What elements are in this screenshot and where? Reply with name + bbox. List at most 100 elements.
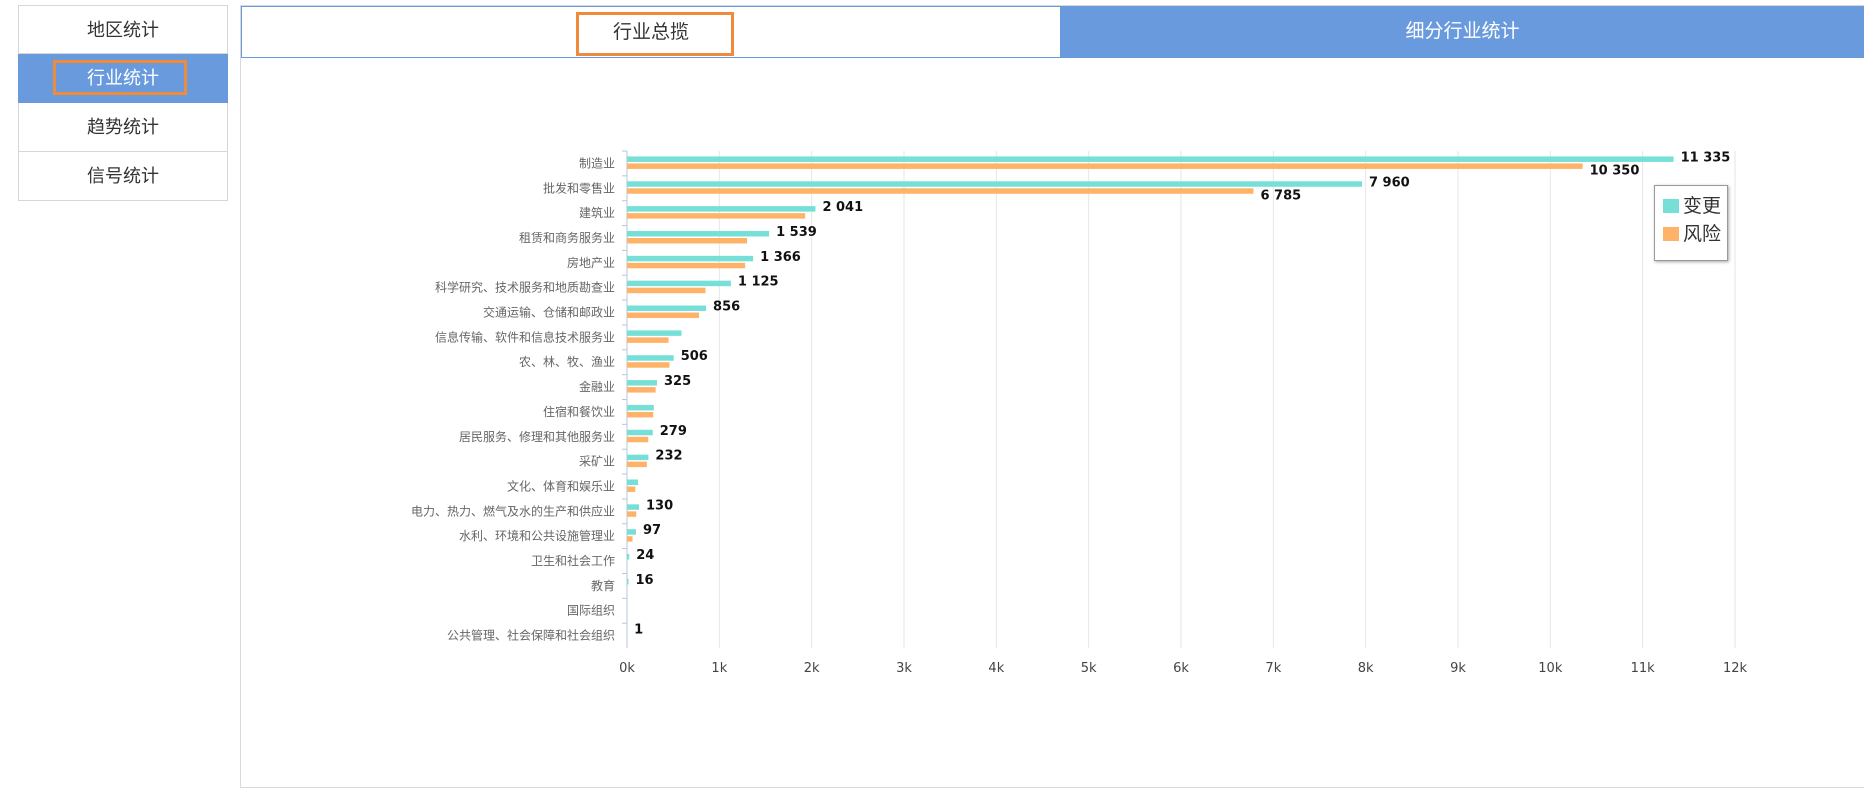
category-label: 卫生和社会工作: [531, 553, 615, 568]
data-label-change: 11 335: [1681, 150, 1731, 165]
x-tick-label: 4k: [988, 661, 1004, 676]
bar-change: [627, 529, 636, 535]
bar-risk: [627, 262, 746, 269]
category-label: 采矿业: [579, 455, 615, 469]
category-label: 水利、环境和公共设施管理业: [459, 528, 615, 543]
legend-item-risk[interactable]: 风险: [1663, 220, 1727, 248]
tab-industry-detail[interactable]: 细分行业统计: [1060, 6, 1864, 58]
bar-risk: [627, 287, 706, 294]
x-tick-label: 0k: [619, 661, 635, 676]
sidebar-item-industry-stats[interactable]: 行业统计: [18, 54, 228, 103]
category-label: 信息传输、软件和信息技术服务业: [435, 329, 615, 344]
x-tick-label: 11k: [1631, 661, 1656, 676]
bar-change: [627, 206, 816, 212]
category-label: 住宿和餐饮业: [543, 404, 615, 419]
data-label-change: 1 366: [760, 250, 801, 265]
bar-risk: [627, 411, 654, 418]
category-label: 居民服务、修理和其他服务业: [459, 429, 615, 444]
category-label: 国际组织: [567, 604, 615, 618]
legend-item-change[interactable]: 变更: [1663, 192, 1727, 220]
category-label: 教育: [591, 578, 615, 593]
data-label-change: 1 539: [776, 225, 817, 240]
bar-risk: [627, 188, 1254, 194]
bar-change: [627, 330, 682, 336]
category-label: 农、林、牧、渔业: [519, 355, 615, 369]
data-label-change: 325: [664, 374, 691, 389]
data-label-change: 1 125: [738, 275, 779, 290]
bar-risk: [627, 362, 670, 368]
bar-risk: [627, 312, 700, 319]
data-label-change: 279: [660, 424, 687, 439]
category-label: 公共管理、社会保障和社会组织: [447, 628, 615, 643]
sidebar-item-region-stats[interactable]: 地区统计: [18, 5, 228, 54]
bar-risk: [627, 536, 633, 542]
bar-change: [627, 305, 707, 312]
legend-swatch-change: [1663, 199, 1679, 213]
x-tick-label: 9k: [1450, 661, 1466, 676]
sidebar-item-label: 行业统计: [87, 68, 159, 89]
category-label: 制造业: [579, 156, 615, 170]
data-label-change: 2 041: [822, 200, 863, 215]
bar-change: [627, 380, 658, 386]
data-label-risk: 6 785: [1260, 188, 1301, 203]
x-tick-label: 8k: [1358, 661, 1374, 676]
x-tick-label: 1k: [711, 661, 727, 676]
bar-risk: [627, 337, 669, 343]
bar-risk: [627, 511, 637, 517]
x-tick-label: 5k: [1081, 661, 1097, 676]
data-label-change: 1: [634, 623, 643, 638]
category-label: 文化、体育和娱乐业: [507, 478, 615, 493]
data-label-change: 24: [636, 548, 654, 563]
category-label: 电力、热力、燃气及水的生产和供应业: [411, 503, 615, 518]
bar-risk: [627, 486, 636, 492]
category-label: 房地产业: [567, 255, 615, 270]
legend-swatch-risk: [1663, 227, 1679, 241]
bar-risk: [627, 213, 806, 219]
x-tick-label: 12k: [1723, 661, 1748, 676]
bar-change: [627, 181, 1362, 187]
data-label-risk: 10 350: [1590, 163, 1640, 178]
bar-change: [627, 479, 639, 485]
x-tick-label: 2k: [804, 661, 820, 676]
data-label-change: 16: [635, 573, 653, 588]
bar-change: [627, 554, 630, 560]
sidebar-nav: 地区统计 行业统计 趋势统计 信号统计: [18, 5, 228, 201]
sidebar-item-label: 信号统计: [87, 166, 159, 187]
bar-change: [627, 578, 629, 585]
bar-risk: [627, 163, 1583, 169]
data-label-change: 97: [643, 523, 661, 538]
x-tick-label: 10k: [1538, 661, 1563, 676]
category-label: 批发和零售业: [543, 180, 615, 195]
x-tick-label: 6k: [1173, 661, 1189, 676]
bar-risk: [627, 237, 748, 244]
category-label: 租赁和商务服务业: [519, 230, 615, 245]
bar-change: [627, 404, 654, 411]
bar-change: [627, 280, 731, 287]
sidebar-item-trend-stats[interactable]: 趋势统计: [18, 103, 228, 152]
x-tick-label: 3k: [896, 661, 912, 676]
main-panel: 行业总揽 细分行业统计 0k 1k 2k 3k 4k 5k 6k 7k 8k 9k 10k 11k 12…: [240, 5, 1864, 788]
data-label-change: 130: [646, 498, 673, 513]
bar-risk: [627, 461, 647, 468]
bar-change: [627, 156, 1674, 162]
bar-change: [627, 230, 770, 237]
legend-label: 变更: [1683, 195, 1722, 217]
data-label-change: 506: [681, 349, 708, 364]
category-label: 交通运输、仓储和邮政业: [483, 305, 615, 320]
bar-change: [627, 255, 754, 262]
industry-bar-chart: 0k 1k 2k 3k 4k 5k 6k 7k 8k 9k 10k 11k 12k 制造业 11 335 10…: [411, 150, 1748, 676]
tab-label: 细分行业统计: [1405, 20, 1520, 42]
bar-risk: [627, 436, 649, 443]
chart-legend: 变更 风险: [1654, 185, 1728, 261]
data-label-change: 7 960: [1369, 175, 1410, 190]
x-tick-label: 7k: [1265, 661, 1281, 676]
tab-label: 行业总揽: [612, 21, 689, 43]
tab-bar: 行业总揽 细分行业统计: [241, 6, 1864, 58]
sidebar-item-label: 地区统计: [87, 20, 159, 41]
bar-change: [627, 429, 653, 436]
data-label-change: 232: [655, 449, 682, 464]
tab-industry-overview[interactable]: 行业总揽: [241, 6, 1060, 58]
bar-change: [627, 504, 640, 510]
sidebar-item-signal-stats[interactable]: 信号统计: [18, 152, 228, 201]
legend-label: 风险: [1683, 223, 1722, 245]
